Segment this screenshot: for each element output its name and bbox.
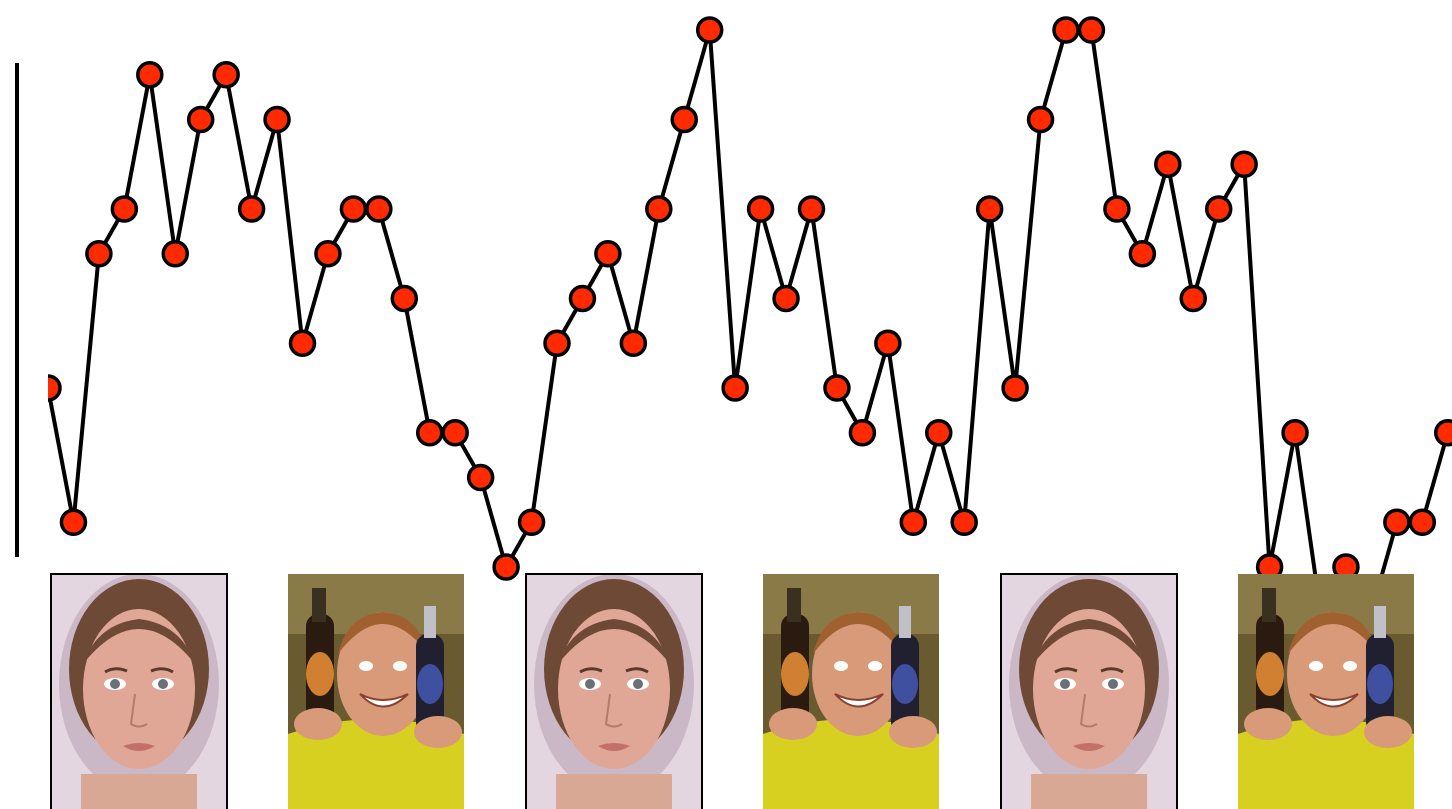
- data-point: [825, 376, 849, 400]
- data-point: [138, 63, 162, 87]
- data-point: [112, 197, 136, 221]
- data-point: [1156, 152, 1180, 176]
- photo: [51, 574, 227, 809]
- data-point: [1029, 108, 1053, 132]
- photo-strip: [51, 574, 1414, 809]
- data-point: [240, 197, 264, 221]
- data-point: [341, 197, 365, 221]
- data-point: [800, 197, 824, 221]
- data-point: [291, 331, 315, 355]
- photo: [288, 574, 464, 809]
- data-point: [1003, 376, 1027, 400]
- data-point: [392, 287, 416, 311]
- data-point: [774, 287, 798, 311]
- data-point: [1181, 287, 1205, 311]
- plot: [36, 18, 1452, 624]
- data-point: [1436, 421, 1452, 445]
- data-point: [367, 197, 391, 221]
- data-point: [850, 421, 874, 445]
- data-point: [316, 242, 340, 266]
- page: (() => { const data = JSON.parse(documen…: [0, 0, 1452, 809]
- data-point: [265, 108, 289, 132]
- photo: [526, 574, 702, 809]
- data-point: [723, 376, 747, 400]
- data-point: [443, 421, 467, 445]
- data-point: [901, 510, 925, 534]
- data-point: [1130, 242, 1154, 266]
- data-point: [621, 331, 645, 355]
- photo: [1238, 574, 1414, 809]
- data-point: [1105, 197, 1129, 221]
- data-point: [876, 331, 900, 355]
- data-point: [647, 197, 671, 221]
- data-point: [545, 331, 569, 355]
- data-point: [1232, 152, 1256, 176]
- data-point: [469, 466, 493, 490]
- data-point: [749, 197, 773, 221]
- data-point: [1410, 510, 1434, 534]
- data-line: [48, 30, 1448, 612]
- data-point: [1385, 510, 1409, 534]
- data-point: [596, 242, 620, 266]
- data-point: [418, 421, 442, 445]
- data-point: [1079, 18, 1103, 42]
- data-point: [672, 108, 696, 132]
- data-point: [87, 242, 111, 266]
- data-point: [163, 242, 187, 266]
- chart: [0, 0, 1452, 809]
- data-point: [520, 510, 544, 534]
- data-point: [1283, 421, 1307, 445]
- photo: [1001, 574, 1177, 809]
- data-point: [952, 510, 976, 534]
- photo: [763, 574, 939, 809]
- data-point: [36, 376, 60, 400]
- data-point: [61, 510, 85, 534]
- data-point: [978, 197, 1002, 221]
- data-point: [927, 421, 951, 445]
- data-point: [214, 63, 238, 87]
- data-point: [570, 287, 594, 311]
- data-point: [698, 18, 722, 42]
- data-point: [189, 108, 213, 132]
- data-point: [1207, 197, 1231, 221]
- data-point: [494, 555, 518, 579]
- data-point: [1054, 18, 1078, 42]
